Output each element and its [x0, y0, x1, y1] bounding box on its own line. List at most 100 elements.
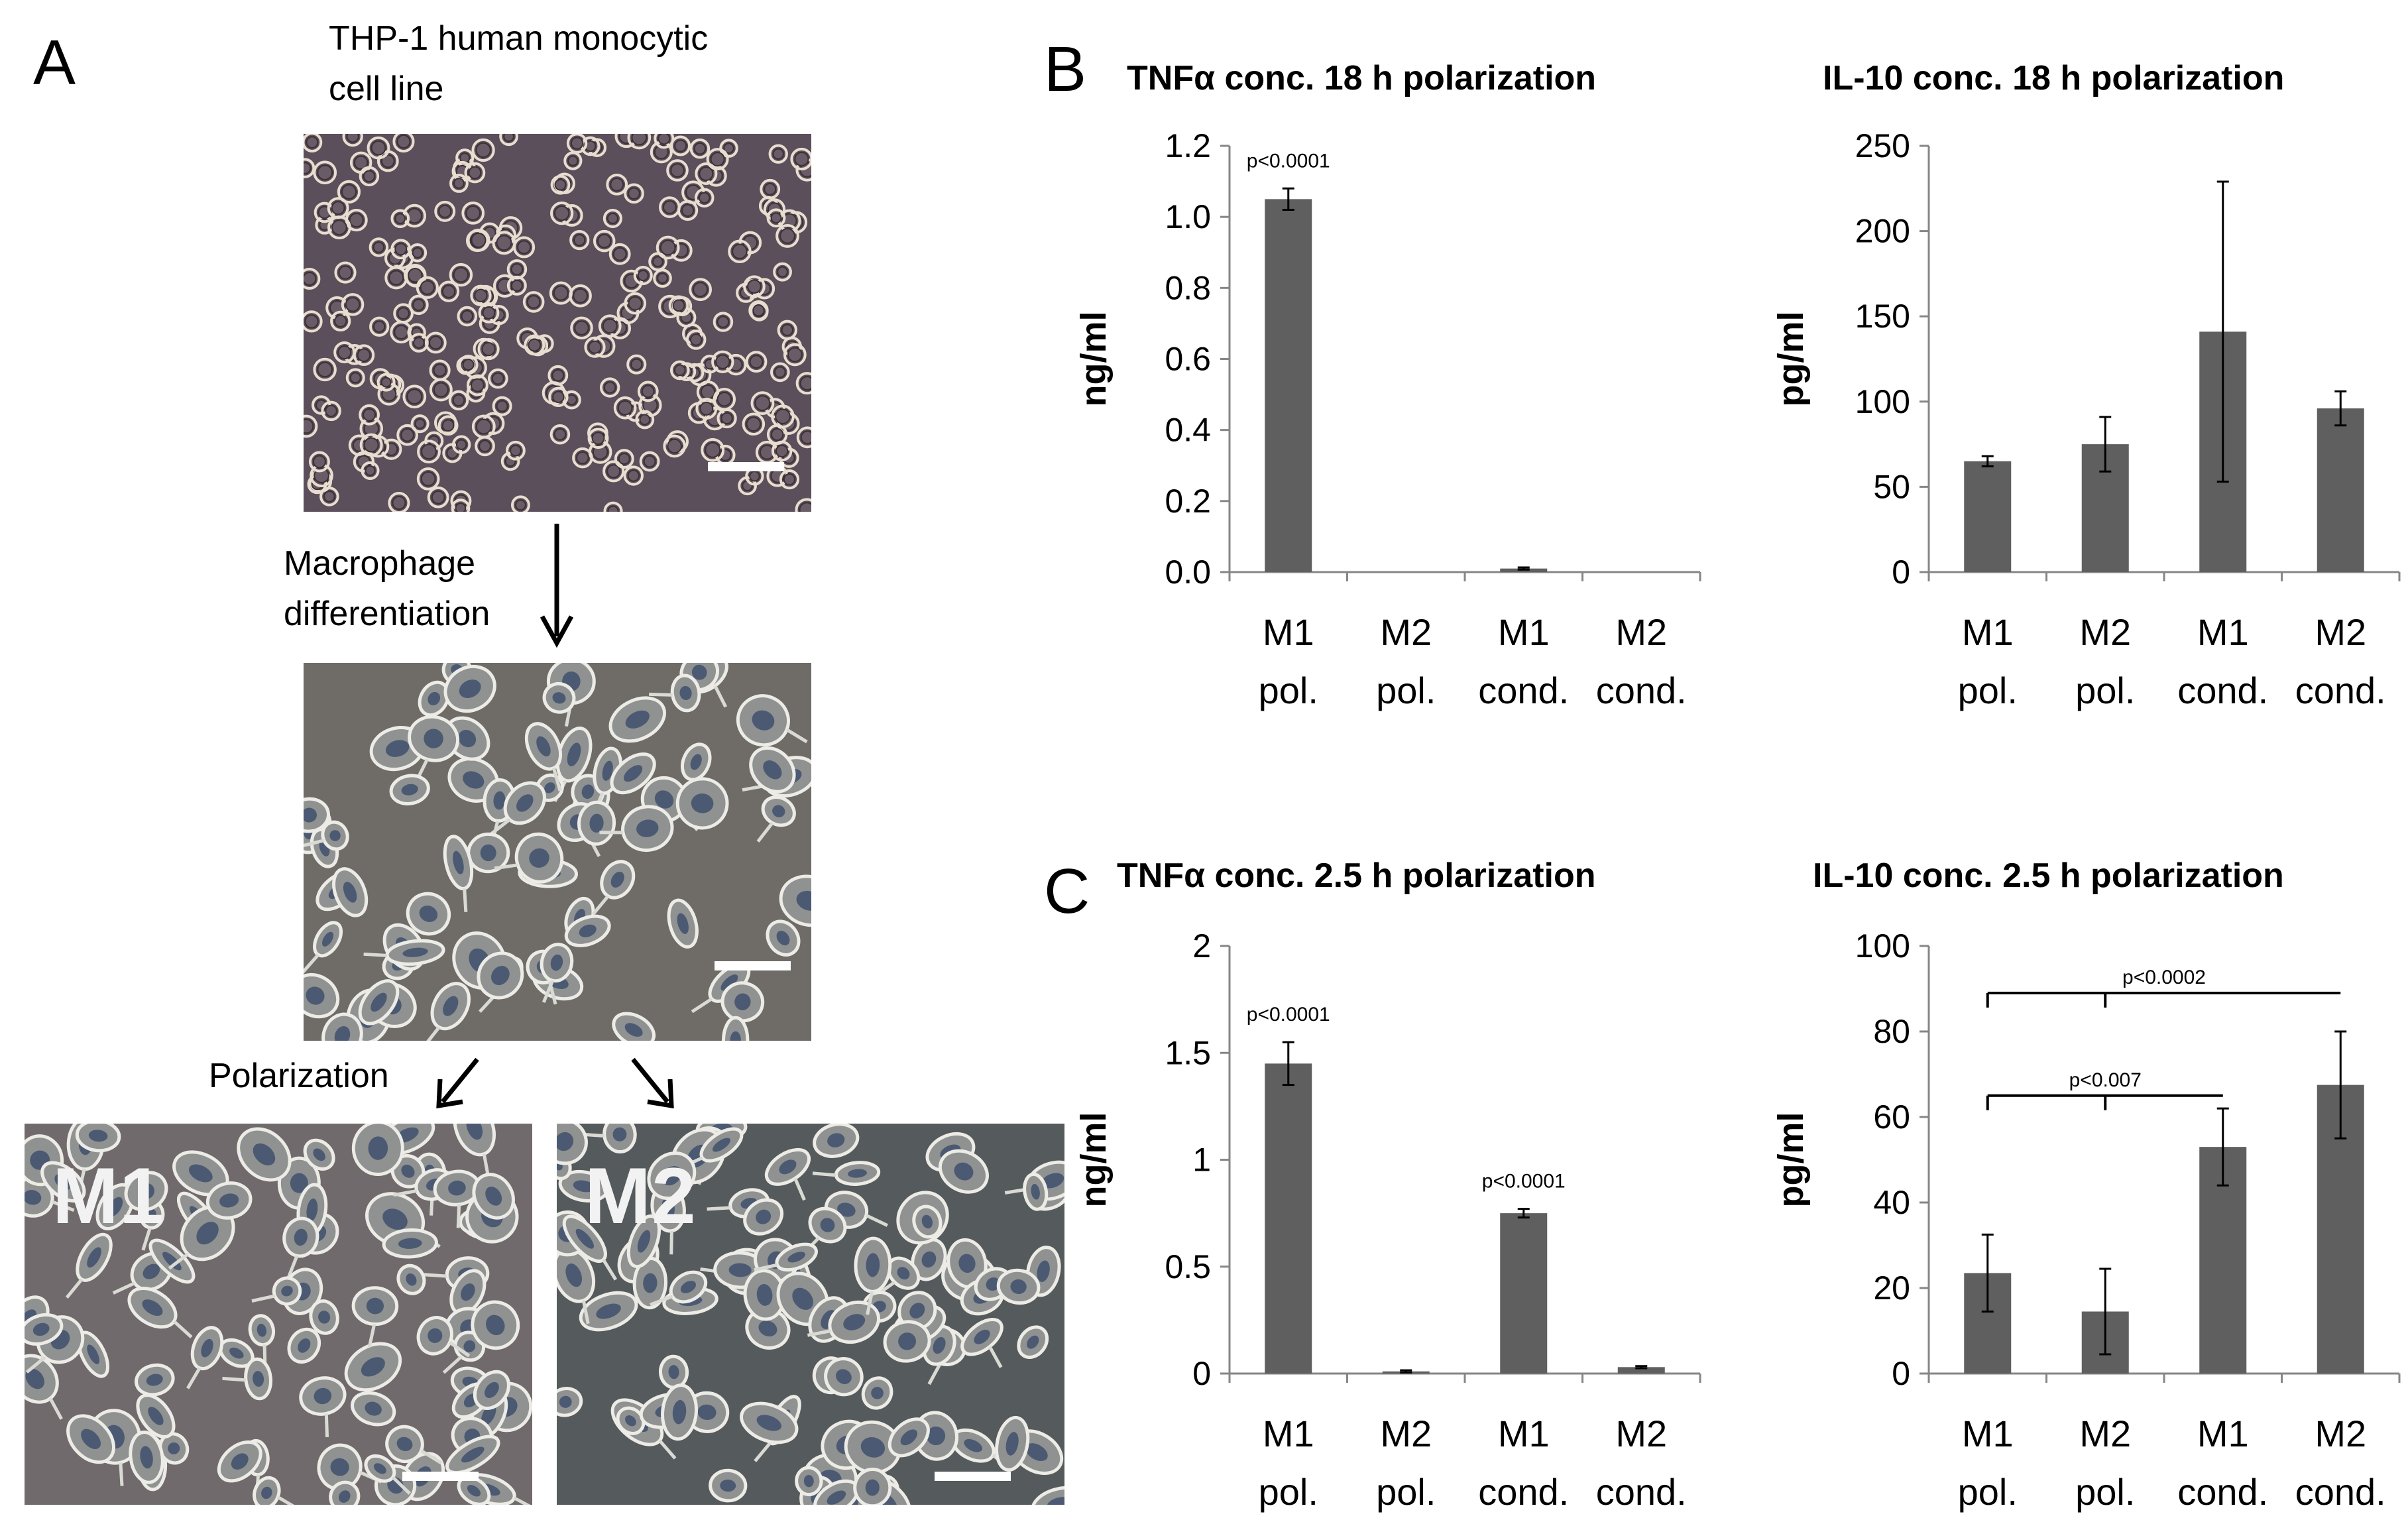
y-axis-label: pg/ml [1771, 1112, 1811, 1208]
arrow-down-left-icon [436, 1057, 479, 1109]
y-tick-label: 100 [1855, 927, 1910, 965]
chart-title: TNFα conc. 2.5 h polarization [1117, 856, 1596, 895]
micrograph-m1: M1 [25, 1124, 532, 1505]
x-tick-label: M1 [2197, 611, 2249, 653]
differentiation-label: Macrophage differentiation [284, 538, 490, 639]
x-tick-label: cond. [1478, 670, 1569, 711]
micrograph-m2: M2 [557, 1124, 1064, 1505]
panel-letter-b: B [1044, 34, 1087, 105]
bracket-label: p<0.0002 [2122, 967, 2206, 988]
x-tick-label: pol. [1376, 1471, 1436, 1513]
y-tick-label: 200 [1855, 213, 1910, 250]
differentiation-label-line1: Macrophage [284, 544, 476, 583]
y-tick-label: 0.0 [1165, 554, 1211, 591]
y-tick-label: 50 [1873, 468, 1910, 505]
x-tick-label: M2 [1380, 611, 1432, 653]
y-tick-label: 2 [1192, 927, 1211, 965]
x-tick-label: M1 [1962, 1413, 2014, 1454]
y-tick-label: 60 [1873, 1098, 1910, 1136]
x-tick-label: pol. [1958, 670, 2018, 711]
arrow-down-right-icon [631, 1057, 674, 1109]
p-value-annotation: p<0.0001 [1247, 150, 1330, 172]
arrow-down-icon [540, 524, 574, 648]
y-axis-label: ng/ml [1074, 1112, 1114, 1208]
y-tick-label: 0.5 [1165, 1248, 1211, 1285]
bar-chart-3: TNFα conc. 2.5 h polarization ng/ml 0 0.5 1 1… [1074, 856, 1701, 1513]
bar [2317, 408, 2364, 572]
significance-bracket: p<0.0002 [1986, 967, 2341, 1008]
x-tick-label: M2 [2315, 1413, 2366, 1454]
y-tick-label: 0.6 [1165, 341, 1211, 378]
panel-letter-c: C [1044, 856, 1090, 927]
y-tick-label: 0.8 [1165, 269, 1211, 306]
y-tick-label: 1 [1192, 1142, 1211, 1179]
chart-title: TNFα conc. 18 h polarization [1127, 59, 1596, 97]
x-tick-label: M1 [1962, 611, 2014, 653]
chart-title: IL-10 conc. 18 h polarization [1823, 59, 2284, 97]
x-tick-label: M2 [2079, 611, 2131, 653]
bar [1500, 1213, 1548, 1374]
x-tick-label: M2 [2079, 1413, 2131, 1454]
thp1-label-line2: cell line [329, 70, 444, 108]
x-tick-label: cond. [2295, 670, 2386, 711]
y-tick-label: 1.0 [1165, 198, 1211, 235]
y-tick-label: 1.5 [1165, 1034, 1211, 1071]
y-tick-label: 150 [1855, 298, 1910, 335]
bracket-label: p<0.007 [2069, 1069, 2142, 1091]
x-tick-label: M2 [1615, 1413, 1667, 1454]
x-tick-label: cond. [1596, 670, 1687, 711]
x-tick-label: cond. [2295, 1471, 2386, 1513]
x-tick-label: M1 [2197, 1413, 2249, 1454]
x-tick-label: cond. [1596, 1471, 1687, 1513]
y-tick-label: 0 [1892, 1355, 1910, 1392]
thp1-label-line1: THP-1 human monocytic [329, 19, 709, 58]
micrograph-m1-tag: M1 [52, 1151, 164, 1240]
y-tick-label: 100 [1855, 383, 1910, 420]
y-tick-label: 40 [1873, 1184, 1910, 1221]
y-tick-label: 80 [1873, 1013, 1910, 1050]
x-tick-label: pol. [1376, 670, 1436, 711]
y-tick-label: 20 [1873, 1269, 1910, 1307]
x-tick-label: cond. [1478, 1471, 1569, 1513]
x-tick-label: M1 [1263, 611, 1314, 653]
x-tick-label: M2 [2315, 611, 2366, 653]
bar-chart-4: IL-10 conc. 2.5 h polarization pg/ml 0 20 40… [1771, 856, 2401, 1513]
x-tick-label: pol. [2075, 670, 2135, 711]
p-value-annotation: p<0.0001 [1247, 1004, 1330, 1026]
micrograph-m2-tag: M2 [585, 1151, 697, 1240]
x-tick-label: pol. [2075, 1471, 2135, 1513]
y-tick-label: 0.2 [1165, 483, 1211, 520]
thp1-label: THP-1 human monocytic cell line [329, 13, 708, 114]
p-value-annotation: p<0.0001 [1482, 1171, 1566, 1193]
x-tick-label: pol. [1259, 670, 1318, 711]
x-tick-label: M2 [1615, 611, 1667, 653]
x-tick-label: M2 [1380, 1413, 1432, 1454]
x-tick-label: cond. [2177, 1471, 2268, 1513]
y-tick-label: 250 [1855, 127, 1910, 164]
x-tick-label: M1 [1498, 1413, 1550, 1454]
x-tick-label: M1 [1263, 1413, 1314, 1454]
bar-chart-1: TNFα conc. 18 h polarization ng/ml 0.0 0.2 0… [1074, 59, 1701, 711]
bar [1265, 199, 1312, 572]
panel-letter-a: A [33, 27, 76, 98]
micrograph-macrophages [304, 663, 811, 1041]
y-tick-label: 0 [1192, 1355, 1211, 1392]
bar [1964, 461, 2012, 572]
x-tick-label: M1 [1498, 611, 1550, 653]
micrograph-thp1-monocytes [304, 134, 811, 512]
y-tick-label: 1.2 [1165, 127, 1211, 164]
bar [1617, 1367, 1665, 1374]
bar [1265, 1063, 1312, 1374]
polarization-label: Polarization [209, 1057, 389, 1095]
y-tick-label: 0.4 [1165, 412, 1211, 449]
bar-chart-2: IL-10 conc. 18 h polarization pg/ml 0 50 100… [1771, 59, 2401, 711]
differentiation-label-line2: differentiation [284, 595, 490, 633]
x-tick-label: pol. [1958, 1471, 2018, 1513]
chart-title: IL-10 conc. 2.5 h polarization [1813, 856, 2284, 895]
y-axis-label: pg/ml [1771, 312, 1811, 407]
x-tick-label: pol. [1259, 1471, 1318, 1513]
x-tick-label: cond. [2177, 670, 2268, 711]
y-axis-label: ng/ml [1074, 312, 1114, 407]
y-tick-label: 0 [1892, 554, 1910, 591]
